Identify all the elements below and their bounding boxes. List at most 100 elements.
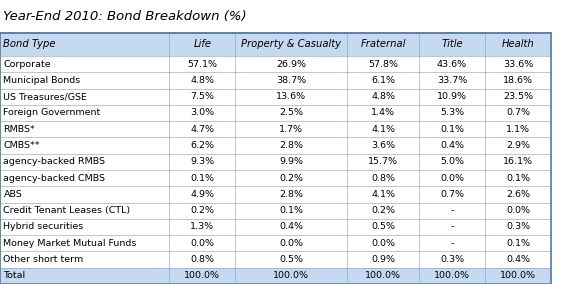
Text: 26.9%: 26.9% [276,60,307,69]
Text: Money Market Mutual Funds: Money Market Mutual Funds [3,239,137,248]
Bar [0,251,551,268]
Bar [0,170,551,186]
Text: 2.8%: 2.8% [280,141,303,150]
Bar [0,121,551,137]
Text: 0.8%: 0.8% [191,255,214,264]
Text: US Treasures/GSE: US Treasures/GSE [3,92,87,101]
Text: Bond Type: Bond Type [3,39,56,49]
Text: 0.0%: 0.0% [440,174,464,183]
Bar [0,33,551,56]
Text: 100.0%: 100.0% [365,271,401,280]
Text: 0.0%: 0.0% [506,206,530,215]
Text: 4.9%: 4.9% [191,190,214,199]
Bar [0,154,551,170]
Text: Year-End 2010: Bond Breakdown (%): Year-End 2010: Bond Breakdown (%) [3,10,246,23]
Text: 0.7%: 0.7% [506,108,530,118]
Text: 4.1%: 4.1% [371,190,395,199]
Text: Corporate: Corporate [3,60,51,69]
Text: 0.1%: 0.1% [440,125,464,134]
Text: 18.6%: 18.6% [503,76,533,85]
Text: 33.6%: 33.6% [503,60,533,69]
Text: 1.3%: 1.3% [190,222,215,231]
Text: 1.1%: 1.1% [506,125,530,134]
Bar [0,186,551,202]
Text: Health: Health [502,39,534,49]
Text: 0.2%: 0.2% [280,174,303,183]
Text: 0.1%: 0.1% [506,174,530,183]
Text: 57.1%: 57.1% [187,60,218,69]
Text: 33.7%: 33.7% [437,76,467,85]
Text: 0.1%: 0.1% [191,174,214,183]
Text: Foreign Government: Foreign Government [3,108,100,118]
Text: 57.8%: 57.8% [368,60,398,69]
Text: 100.0%: 100.0% [184,271,220,280]
Text: Total: Total [3,271,26,280]
Bar [0,72,551,89]
Text: Other short term: Other short term [3,255,84,264]
Text: agency-backed CMBS: agency-backed CMBS [3,174,106,183]
Text: 10.9%: 10.9% [437,92,467,101]
Text: 13.6%: 13.6% [276,92,307,101]
Text: 0.5%: 0.5% [280,255,303,264]
Text: 2.9%: 2.9% [506,141,530,150]
Text: 9.9%: 9.9% [280,157,303,166]
Text: 4.8%: 4.8% [191,76,214,85]
Text: 0.9%: 0.9% [371,255,395,264]
Text: 23.5%: 23.5% [503,92,533,101]
Text: 3.0%: 3.0% [190,108,215,118]
Text: 0.0%: 0.0% [371,239,395,248]
Text: ABS: ABS [3,190,22,199]
Text: 6.2%: 6.2% [191,141,214,150]
Text: Hybrid securities: Hybrid securities [3,222,84,231]
Text: 0.4%: 0.4% [280,222,303,231]
Text: 0.0%: 0.0% [191,239,214,248]
Text: 7.5%: 7.5% [191,92,214,101]
Bar [0,137,551,154]
Text: Property & Casualty: Property & Casualty [241,39,342,49]
Text: 0.4%: 0.4% [506,255,530,264]
Bar [0,219,551,235]
Text: 6.1%: 6.1% [371,76,395,85]
Text: RMBS*: RMBS* [3,125,35,134]
Text: 100.0%: 100.0% [500,271,536,280]
Text: 2.8%: 2.8% [280,190,303,199]
Text: 0.7%: 0.7% [440,190,464,199]
Text: 9.3%: 9.3% [190,157,215,166]
Text: -: - [451,206,453,215]
Text: 0.3%: 0.3% [506,222,530,231]
Text: 5.3%: 5.3% [440,108,464,118]
Text: 4.1%: 4.1% [371,125,395,134]
Text: agency-backed RMBS: agency-backed RMBS [3,157,106,166]
Bar [0,105,551,121]
Bar [0,56,551,72]
Text: 3.6%: 3.6% [371,141,395,150]
Text: -: - [451,222,453,231]
Text: Title: Title [441,39,463,49]
Text: 0.2%: 0.2% [191,206,214,215]
Text: 16.1%: 16.1% [503,157,533,166]
Bar [0,89,551,105]
Text: 43.6%: 43.6% [437,60,467,69]
Text: 38.7%: 38.7% [276,76,307,85]
Text: 1.7%: 1.7% [280,125,303,134]
Text: 0.4%: 0.4% [440,141,464,150]
Text: 0.1%: 0.1% [506,239,530,248]
Text: 0.5%: 0.5% [371,222,395,231]
Text: 0.0%: 0.0% [280,239,303,248]
Text: 4.7%: 4.7% [191,125,214,134]
Text: Credit Tenant Leases (CTL): Credit Tenant Leases (CTL) [3,206,130,215]
Bar [0,268,551,284]
Text: 5.0%: 5.0% [440,157,464,166]
Text: Fraternal: Fraternal [360,39,406,49]
Bar [0,235,551,251]
Text: 0.3%: 0.3% [440,255,464,264]
Text: Municipal Bonds: Municipal Bonds [3,76,81,85]
Text: 0.2%: 0.2% [371,206,395,215]
Text: -: - [451,239,453,248]
Text: 0.8%: 0.8% [371,174,395,183]
Text: 1.4%: 1.4% [371,108,395,118]
Text: CMBS**: CMBS** [3,141,40,150]
Text: 2.6%: 2.6% [506,190,530,199]
Bar [0,202,551,219]
Text: 100.0%: 100.0% [273,271,309,280]
